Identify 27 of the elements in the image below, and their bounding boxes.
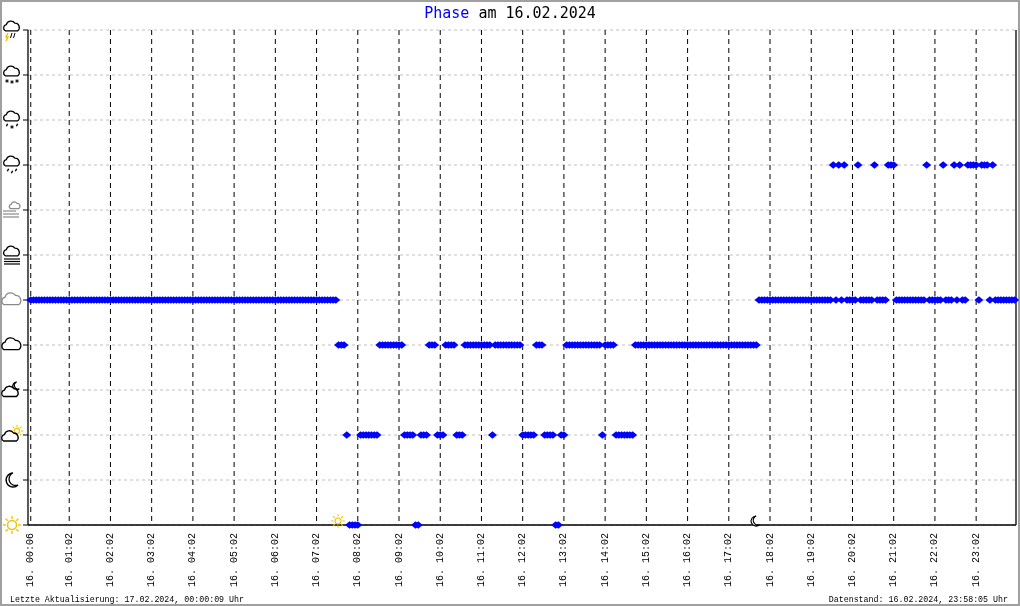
x-tick-label: 16. 23:02 — [970, 533, 982, 588]
text: Datenstand: 16.02.2024, 23:58:05 Uhr — [828, 595, 1009, 604]
x-tick-label: 16. 22:02 — [929, 533, 941, 588]
x-tick-label: 16. 14:02 — [599, 533, 611, 588]
x-tick-label: 16. 04:02 — [187, 533, 199, 588]
x-tick-label: 16. 01:02 — [63, 533, 75, 588]
x-tick-label: 16. 00:06 — [25, 533, 37, 588]
x-tick-label: 16. 21:02 — [888, 533, 900, 588]
x-tick-label: 16. 02:02 — [104, 533, 116, 588]
x-tick-label: 16. 19:02 — [805, 533, 817, 588]
x-tick-label: 16. 15:02 — [640, 533, 652, 588]
x-tick-label: 16. 18:02 — [764, 533, 776, 588]
x-tick-label: 16. 17:02 — [723, 533, 735, 588]
x-tick-label: 16. 03:02 — [146, 533, 158, 588]
x-tick-label: 16. 06:02 — [269, 533, 281, 588]
x-tick-label: 16. 07:02 — [311, 533, 323, 588]
x-tick-label: 16. 10:02 — [434, 533, 446, 588]
chart-title: Phase am 16.02.2024 — [424, 4, 596, 22]
x-tick-label: 16. 16:02 — [682, 533, 694, 588]
x-tick-label: 16. 20:02 — [846, 533, 858, 588]
x-tick-label: 16. 12:02 — [517, 533, 529, 588]
x-tick-label: 16. 09:02 — [393, 533, 405, 588]
x-tick-label: 16. 08:02 — [352, 533, 364, 588]
x-tick-label: 16. 05:02 — [228, 533, 240, 588]
x-tick-label: 16. 13:02 — [558, 533, 570, 588]
text: Letzte Aktualisierung: 17.02.2024, 00:00:09 Uhr — [10, 595, 245, 604]
x-tick-label: 16. 11:02 — [475, 533, 487, 588]
